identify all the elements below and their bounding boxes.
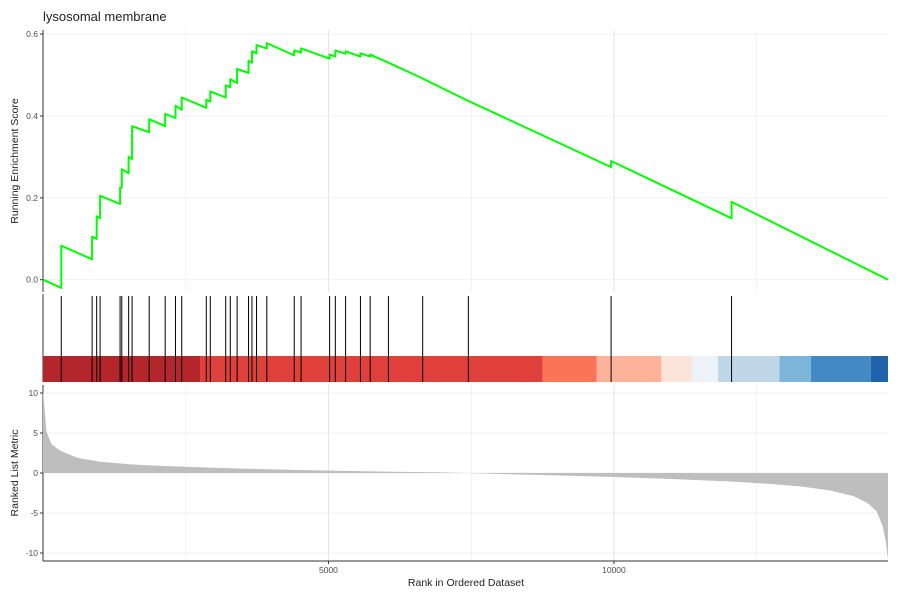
y-axis-label-enrichment: Running Enrichment Score [9,98,21,224]
rank-color-band [661,356,693,382]
x-tick-label: 10000 [602,565,626,575]
y-tick-label-ranked: -5 [30,508,38,518]
rank-color-band [870,356,888,382]
rank-color-band [779,356,811,382]
y-tick-label-enrichment: 0.6 [26,29,38,39]
running-enrichment-line [42,42,889,289]
x-tick-label: 5000 [319,565,338,575]
rank-color-band [200,356,543,382]
y-tick-label-enrichment: 0.4 [26,111,38,121]
rank-color-band [542,356,597,382]
rank-color-band [717,356,780,382]
y-tick-label-enrichment: 0.2 [26,193,38,203]
ranked-metric-area [43,389,888,560]
y-tick-label-ranked: -10 [26,548,39,558]
x-axis-label: Rank in Ordered Dataset [408,577,524,589]
chart-title: lysosomal membrane [43,9,167,24]
y-tick-label-ranked: 10 [29,388,39,398]
rank-color-band [810,356,871,382]
y-tick-label-ranked: 5 [33,428,38,438]
y-axis-label-ranked: Ranked List Metric [9,430,21,517]
rank-color-band [692,356,718,382]
y-tick-label-enrichment: 0.0 [26,275,38,285]
rank-color-band [596,356,662,382]
y-tick-label-ranked: 0 [33,468,38,478]
